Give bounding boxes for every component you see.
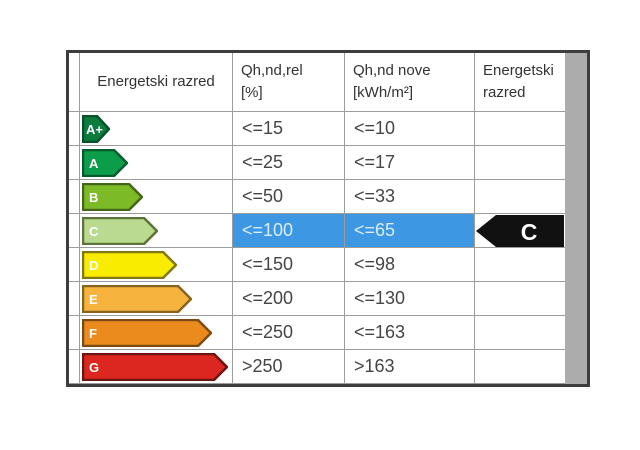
class-cell: A bbox=[80, 146, 233, 180]
qh-nove-value: <=130 bbox=[354, 288, 406, 308]
table-row-e: E <=200 <=130 bbox=[69, 282, 587, 316]
col-header-line2: [kWh/m²] bbox=[353, 84, 413, 101]
class-letter: A bbox=[89, 156, 99, 171]
result-cell bbox=[475, 282, 565, 316]
qh-nove-value: <=10 bbox=[354, 118, 396, 138]
result-cell bbox=[475, 248, 565, 282]
class-letter: E bbox=[89, 292, 98, 307]
qh-nove-cell: <=10 bbox=[345, 112, 475, 146]
col-header-line1: Qh,nd nove bbox=[353, 62, 431, 79]
class-cell: C bbox=[80, 214, 233, 248]
qh-rel-cell-highlighted: <=100 bbox=[233, 214, 345, 248]
result-class-letter: C bbox=[521, 219, 538, 245]
class-cell: D bbox=[80, 248, 233, 282]
energy-class-arrow-a-plus: A+ bbox=[82, 114, 110, 143]
qh-nove-cell-highlighted: <=65 bbox=[345, 214, 475, 248]
class-letter: G bbox=[89, 360, 99, 375]
qh-rel-cell: >250 bbox=[233, 350, 345, 384]
col-header-line1: Energetski bbox=[483, 62, 554, 79]
qh-nove-value: <=65 bbox=[354, 220, 396, 240]
qh-rel-value: <=50 bbox=[242, 186, 284, 206]
qh-rel-value: <=100 bbox=[242, 220, 294, 240]
spacer-cell bbox=[69, 146, 80, 180]
energy-class-arrow-f: F bbox=[82, 318, 212, 347]
qh-rel-value: <=15 bbox=[242, 118, 284, 138]
qh-rel-cell: <=200 bbox=[233, 282, 345, 316]
class-cell: G bbox=[80, 350, 233, 384]
energy-class-arrow-d: D bbox=[82, 250, 177, 279]
spacer-cell bbox=[69, 316, 80, 350]
energy-class-table: Energetski razred Qh,nd,rel [%] Qh,nd no… bbox=[66, 50, 590, 387]
qh-nove-value: <=33 bbox=[354, 186, 396, 206]
class-letter: C bbox=[89, 224, 99, 239]
col-header-line2: [%] bbox=[241, 84, 263, 101]
qh-rel-value: <=25 bbox=[242, 152, 284, 172]
table-row-a-plus: A+ <=15 <=10 bbox=[69, 112, 587, 146]
qh-nove-cell: <=33 bbox=[345, 180, 475, 214]
result-cell bbox=[475, 146, 565, 180]
table-row-a: A <=25 <=17 bbox=[69, 146, 587, 180]
qh-rel-cell: <=150 bbox=[233, 248, 345, 282]
table-row-g: G >250 >163 bbox=[69, 350, 587, 384]
energy-class-arrow-a: A bbox=[82, 148, 128, 177]
energy-class-arrow-g: G bbox=[82, 352, 228, 381]
result-cell bbox=[475, 180, 565, 214]
spacer-cell bbox=[69, 282, 80, 316]
table-row-f: F <=250 <=163 bbox=[69, 316, 587, 350]
table-row-c: C <=100 <=65 C bbox=[69, 214, 587, 248]
result-cell: C bbox=[475, 214, 565, 248]
result-cell bbox=[475, 112, 565, 146]
col-header-energy-class: Energetski razred bbox=[80, 53, 233, 112]
class-cell: E bbox=[80, 282, 233, 316]
qh-nove-cell: <=98 bbox=[345, 248, 475, 282]
energy-class-arrow-c: C bbox=[82, 216, 158, 245]
class-letter: D bbox=[89, 258, 98, 273]
energy-class-arrow-e: E bbox=[82, 284, 192, 313]
qh-rel-cell: <=15 bbox=[233, 112, 345, 146]
qh-nove-value: >163 bbox=[354, 356, 395, 376]
spacer-cell bbox=[69, 53, 80, 112]
qh-rel-value: >250 bbox=[242, 356, 283, 376]
table-row-b: B <=50 <=33 bbox=[69, 180, 587, 214]
energy-class-arrow-b: B bbox=[82, 182, 143, 211]
class-cell: F bbox=[80, 316, 233, 350]
qh-nove-value: <=98 bbox=[354, 254, 396, 274]
qh-rel-cell: <=25 bbox=[233, 146, 345, 180]
qh-nove-value: <=163 bbox=[354, 322, 406, 342]
result-cell bbox=[475, 350, 565, 384]
table-header-row: Energetski razred Qh,nd,rel [%] Qh,nd no… bbox=[69, 53, 587, 112]
qh-rel-value: <=150 bbox=[242, 254, 294, 274]
result-class-arrow: C bbox=[476, 214, 564, 247]
col-header-result-class: Energetski razred bbox=[475, 53, 565, 112]
qh-nove-value: <=17 bbox=[354, 152, 396, 172]
qh-rel-cell: <=250 bbox=[233, 316, 345, 350]
qh-nove-cell: <=163 bbox=[345, 316, 475, 350]
class-letter: F bbox=[89, 326, 97, 341]
qh-nove-cell: >163 bbox=[345, 350, 475, 384]
col-header-qh-rel: Qh,nd,rel [%] bbox=[233, 53, 345, 112]
spacer-cell bbox=[69, 248, 80, 282]
spacer-cell bbox=[69, 350, 80, 384]
class-letter: B bbox=[89, 190, 98, 205]
qh-rel-cell: <=50 bbox=[233, 180, 345, 214]
class-cell: B bbox=[80, 180, 233, 214]
col-header-line2: razred bbox=[483, 84, 526, 101]
class-letter: A+ bbox=[86, 122, 103, 137]
qh-rel-value: <=200 bbox=[242, 288, 294, 308]
spacer-cell bbox=[69, 180, 80, 214]
spacer-cell bbox=[69, 214, 80, 248]
result-cell bbox=[475, 316, 565, 350]
col-header-line1: Qh,nd,rel bbox=[241, 62, 303, 79]
spacer-cell bbox=[69, 112, 80, 146]
table-row-d: D <=150 <=98 bbox=[69, 248, 587, 282]
qh-nove-cell: <=130 bbox=[345, 282, 475, 316]
right-shadow-strip bbox=[565, 53, 587, 384]
class-cell: A+ bbox=[80, 112, 233, 146]
qh-nove-cell: <=17 bbox=[345, 146, 475, 180]
qh-rel-value: <=250 bbox=[242, 322, 294, 342]
col-header-qh-nove: Qh,nd nove [kWh/m²] bbox=[345, 53, 475, 112]
col-header-label: Energetski razred bbox=[97, 73, 215, 90]
